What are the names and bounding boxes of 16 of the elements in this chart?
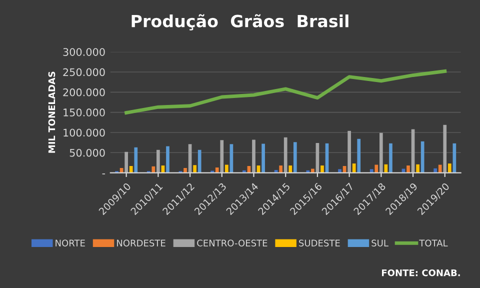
y-tick-label: 100.000 [64,128,105,137]
y-tick-label: 300.000 [63,48,105,56]
y-tick-label: 50.000 [70,148,105,157]
legend-label: CENTRO-OESTE [197,240,268,246]
y-axis-title: MIL TONELADAS [48,72,56,153]
y-tick-label: 200.000 [63,88,105,96]
legend-label: SUL [372,240,388,246]
legend-label: SUDESTE [299,240,340,246]
legend-label: TOTAL [419,240,448,246]
source-note: FONTE: CONAB. [382,269,460,276]
y-tick-label: 150.000 [64,108,105,116]
legend-label: NORTE [56,240,85,246]
y-tick-label: 250.000 [63,68,105,76]
chart-title: Produção Grãos Brasil [132,14,348,30]
y-tick-label: - [102,173,106,174]
legend-label: NORDESTE [117,240,166,246]
